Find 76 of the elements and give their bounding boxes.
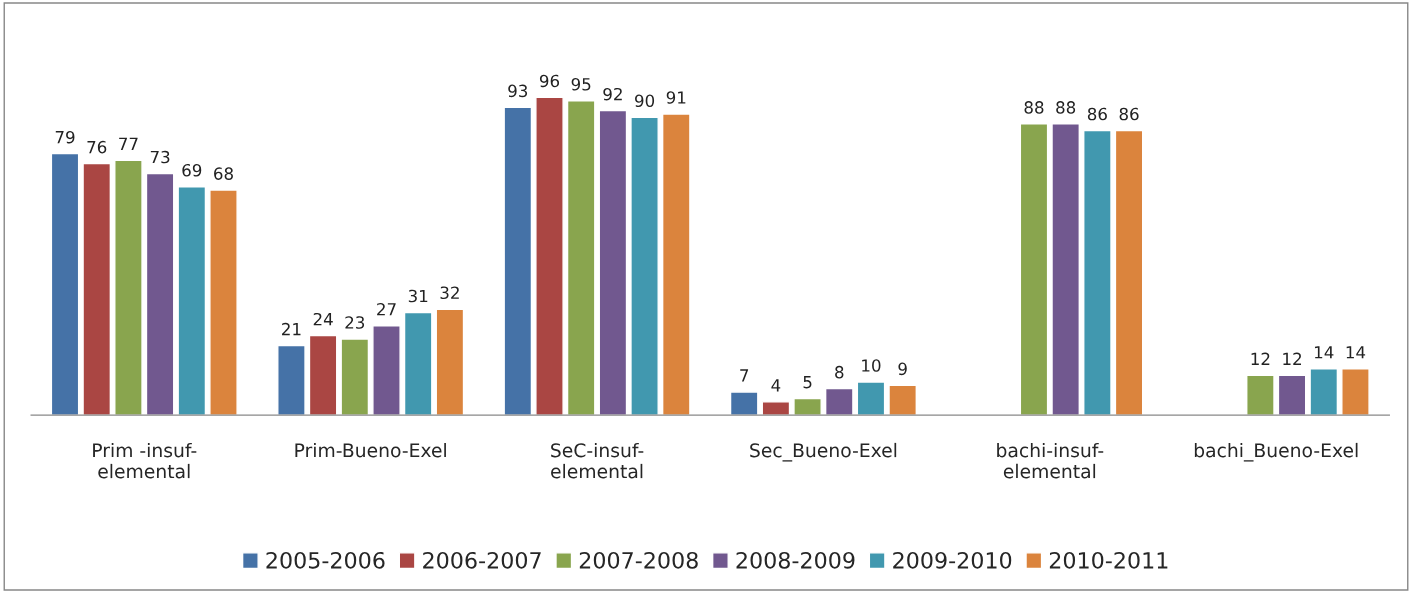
data-label: 77 xyxy=(119,137,138,150)
bar xyxy=(1051,123,1080,416)
bar xyxy=(372,325,401,416)
legend-label: 2005-2006 xyxy=(266,551,385,569)
bar xyxy=(535,96,564,416)
bar xyxy=(209,189,238,416)
x-tick-label: SeC-insuf- elemental xyxy=(551,442,644,479)
bar xyxy=(503,106,533,416)
bar xyxy=(630,116,659,416)
data-label: 93 xyxy=(508,84,528,98)
x-tick-label: Sec_Bueno-Exel xyxy=(750,442,897,462)
data-label: 27 xyxy=(377,302,396,316)
legend-label: 2009-2010 xyxy=(893,551,1012,569)
bar xyxy=(824,387,854,416)
bar xyxy=(1341,368,1370,416)
data-label: 73 xyxy=(150,150,170,164)
data-label: 88 xyxy=(1024,101,1044,114)
data-label: 12 xyxy=(1251,352,1270,365)
bar xyxy=(145,172,175,416)
bar xyxy=(340,338,370,416)
data-label: 4 xyxy=(771,379,781,392)
data-label: 21 xyxy=(282,322,301,336)
x-tick-label: Prim -insuf- elemental xyxy=(93,442,197,479)
data-label: 79 xyxy=(55,130,75,144)
bar xyxy=(1277,374,1307,416)
data-label: 69 xyxy=(182,163,202,177)
data-label: 7 xyxy=(740,369,749,382)
data-label: 8 xyxy=(835,365,844,379)
data-label: 24 xyxy=(313,312,333,326)
bar xyxy=(114,159,143,416)
bar xyxy=(1083,129,1112,416)
bar xyxy=(793,397,822,416)
legend-label: 2007-2008 xyxy=(579,551,698,569)
x-tick-label: bachi_Bueno-Exel xyxy=(1194,442,1358,462)
data-label: 86 xyxy=(1087,107,1107,121)
x-tick-label: bachi-insuf- elemental xyxy=(997,442,1104,479)
data-label: 32 xyxy=(440,286,459,300)
bar xyxy=(82,162,112,416)
data-label: 88 xyxy=(1056,101,1076,114)
bar xyxy=(888,384,917,416)
data-label: 96 xyxy=(539,74,560,88)
bar xyxy=(277,344,306,416)
bar xyxy=(1309,368,1339,416)
bar xyxy=(403,311,433,416)
bar xyxy=(308,334,338,416)
bar xyxy=(50,152,80,416)
bar xyxy=(856,381,886,416)
data-label: 23 xyxy=(345,316,365,329)
data-label: 14 xyxy=(1314,346,1334,359)
data-label: 86 xyxy=(1119,107,1139,121)
bar xyxy=(1019,123,1049,416)
bar xyxy=(566,100,596,416)
data-label: 31 xyxy=(408,289,428,303)
x-tick-label: Prim-Bueno-Exel xyxy=(295,442,446,458)
bar xyxy=(598,109,628,416)
data-label: 9 xyxy=(898,362,907,376)
bar xyxy=(1246,374,1275,416)
bar xyxy=(761,401,791,416)
legend-label: 2006-2007 xyxy=(423,551,541,569)
bar xyxy=(177,186,207,416)
bar xyxy=(435,308,465,416)
data-label: 92 xyxy=(603,87,622,101)
bar xyxy=(661,113,691,416)
data-label: 14 xyxy=(1346,346,1366,359)
data-label: 76 xyxy=(87,140,107,154)
data-label: 91 xyxy=(666,91,686,104)
bar xyxy=(729,391,759,416)
bar xyxy=(1114,129,1144,416)
data-label: 95 xyxy=(571,77,591,91)
data-label: 12 xyxy=(1283,352,1301,365)
legend-label: 2008-2009 xyxy=(736,551,855,569)
data-label: 5 xyxy=(803,375,812,389)
data-label: 90 xyxy=(635,94,655,108)
data-label: 68 xyxy=(214,167,233,180)
data-label: 10 xyxy=(862,359,881,372)
legend-label: 2010-2011 xyxy=(1049,551,1168,569)
